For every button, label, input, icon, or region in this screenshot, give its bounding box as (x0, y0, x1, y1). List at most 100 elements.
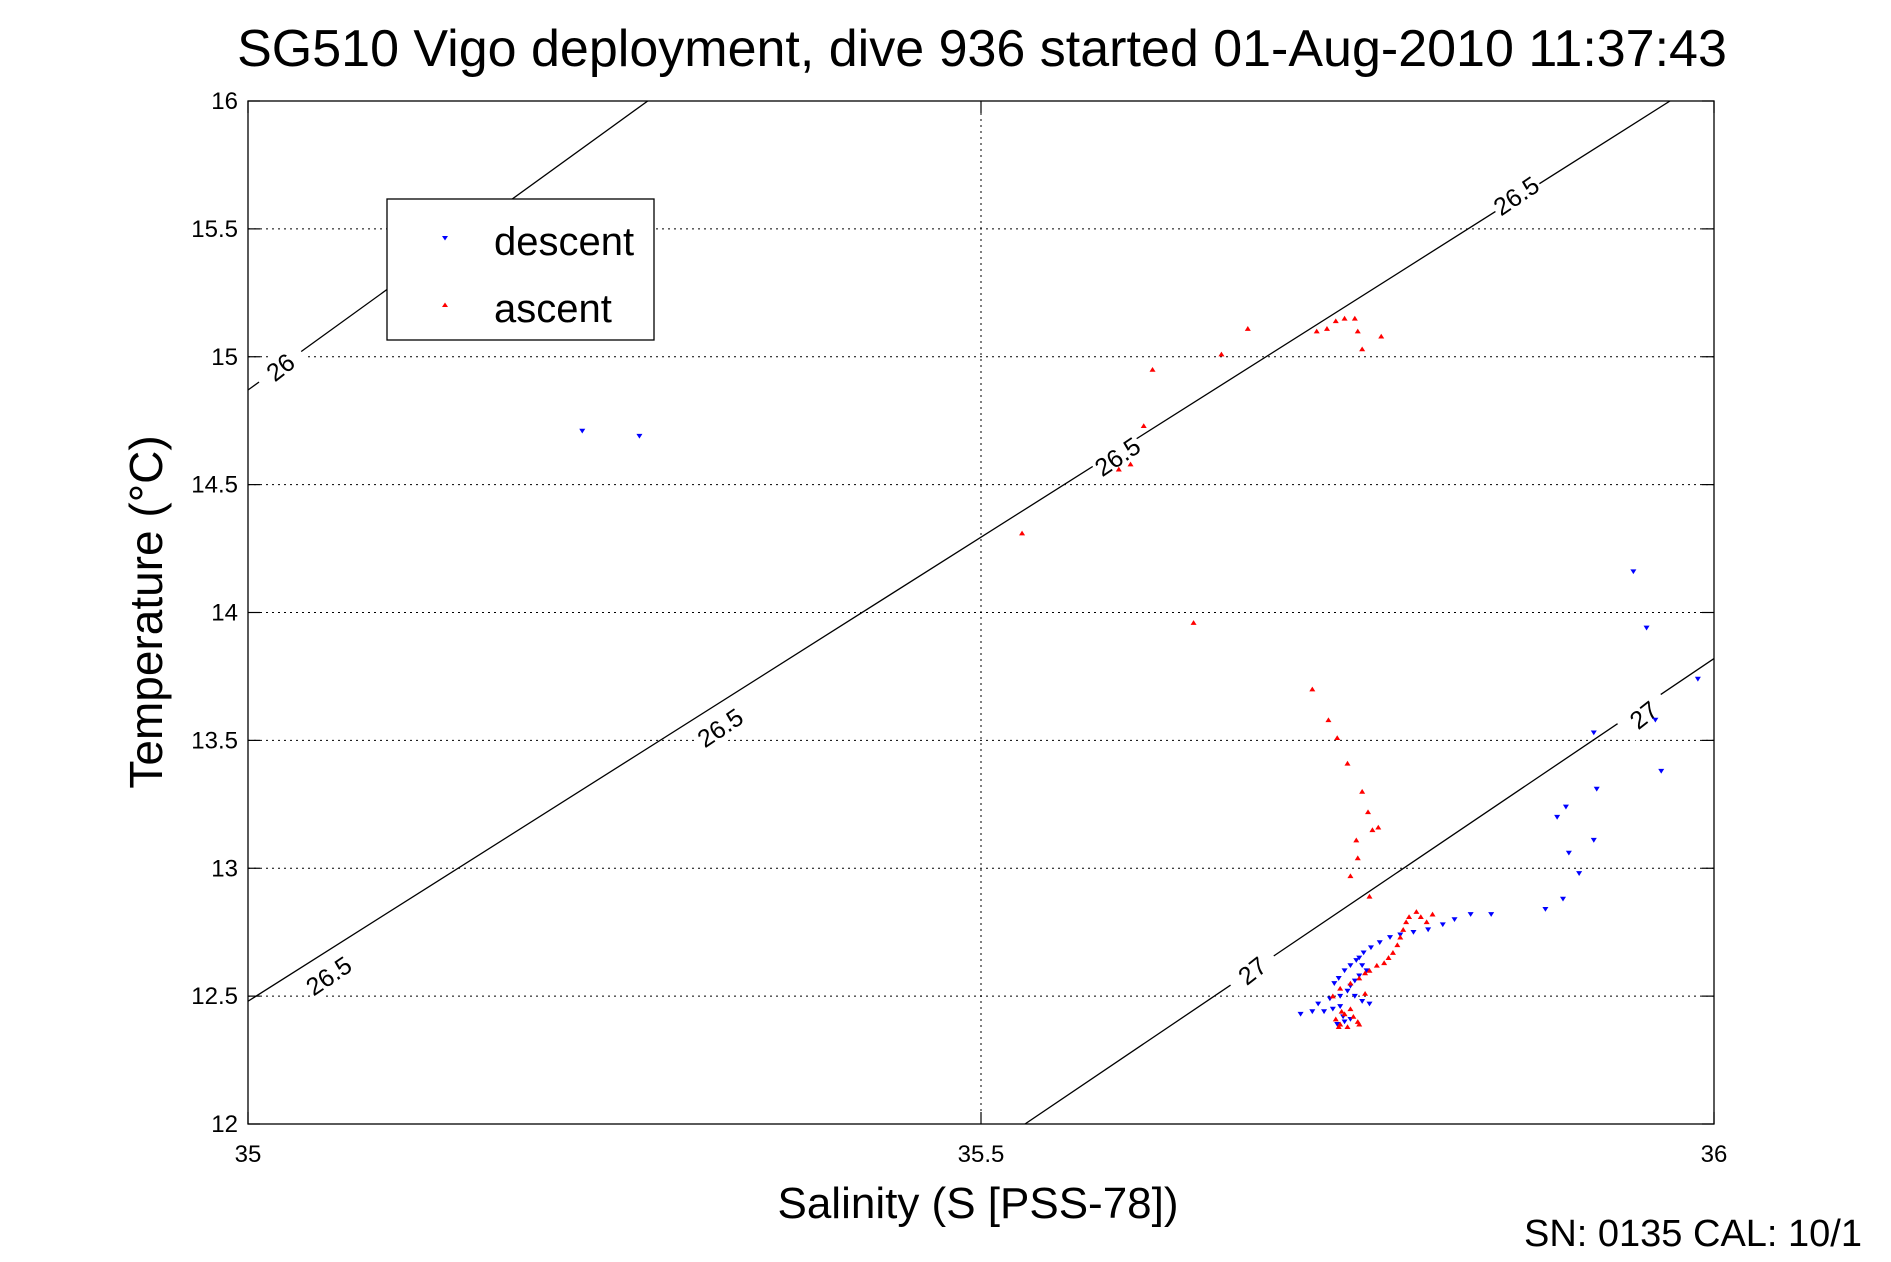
ascent-point (1406, 914, 1413, 920)
descent-point (1353, 958, 1360, 963)
isopycnal-label-gap (298, 948, 359, 1003)
ascent-point (1344, 1024, 1351, 1030)
descent-point (1315, 1001, 1322, 1007)
descent-point (1554, 814, 1561, 820)
ascent-point (1429, 911, 1436, 917)
y-tick-label: 16 (211, 88, 238, 115)
descent-point (1590, 837, 1597, 843)
legend-descent-marker (442, 236, 448, 241)
legend-ascent-marker (442, 302, 448, 307)
ascent-point (1362, 970, 1369, 976)
ascent-point (1366, 967, 1373, 973)
descent-point (1359, 963, 1366, 969)
ascent-point (1140, 423, 1147, 429)
ascent-point (1354, 328, 1361, 334)
descent-point (1356, 955, 1363, 961)
ascent-point (1353, 837, 1360, 843)
descent-point (1351, 978, 1358, 984)
isopycnal-line (1024, 657, 1714, 1124)
ascent-point (1325, 717, 1332, 723)
ascent-point (1413, 909, 1420, 914)
ascent-point (1362, 990, 1369, 996)
ascent-point (1381, 960, 1388, 966)
x-tick-label: 35 (235, 1141, 262, 1168)
ascent-point (1344, 760, 1351, 766)
ascent-point (1127, 461, 1134, 467)
ascent-point (1218, 351, 1225, 357)
ascent-point (1347, 873, 1354, 879)
isopycnal-label: 26 (666, 67, 705, 106)
descent-point (1351, 993, 1358, 999)
descent-point (1410, 929, 1417, 935)
descent-point (1439, 922, 1446, 928)
descent-point (1347, 963, 1354, 969)
descent-point (1593, 786, 1600, 792)
isopycnal-label: 26.5 (301, 951, 357, 1001)
ascent-point (1309, 686, 1316, 692)
y-tick-label: 13.5 (191, 727, 238, 754)
descent-point (1652, 717, 1659, 723)
descent-point (1694, 676, 1701, 682)
ascent-point (1337, 985, 1344, 991)
y-tick-label: 15 (211, 344, 238, 371)
ascent-point (1369, 827, 1376, 833)
legend-ascent-label: ascent (494, 287, 612, 331)
y-tick-label: 12 (211, 1111, 238, 1138)
descent-point (1387, 935, 1394, 940)
descent-point (1560, 896, 1567, 902)
descent-point (1451, 917, 1458, 922)
descent-point (1341, 968, 1348, 974)
data-points (579, 315, 1701, 1030)
ascent-point (1373, 962, 1380, 968)
isopycnal-label-gap (690, 700, 750, 755)
descent-point (1590, 730, 1597, 736)
ascent-point (1423, 919, 1430, 925)
descent-point (1576, 871, 1583, 876)
ascent-point (1329, 993, 1336, 999)
isopycnal-label: 26.5 (693, 703, 749, 753)
ascent-point (1323, 326, 1330, 331)
descent-point (1329, 1006, 1336, 1012)
descent-point (1643, 625, 1650, 631)
ascent-point (1417, 914, 1424, 920)
legend-box (386, 198, 655, 341)
descent-point (1542, 906, 1549, 912)
ascent-point (1244, 326, 1251, 331)
isopycnal-line (248, 101, 1671, 1002)
descent-point (1337, 1004, 1344, 1009)
descent-point (1335, 976, 1342, 981)
descent-point (1359, 999, 1366, 1004)
ascent-point (1375, 824, 1382, 830)
isopycnal-label-gap (1087, 429, 1148, 484)
isopycnal-label-gap (1486, 168, 1547, 223)
serial-calibration-note: SN: 0135 CAL: 10/1 (1524, 1213, 1862, 1255)
ascent-point (1347, 1006, 1354, 1012)
descent-point (1367, 945, 1374, 951)
ascent-point (1403, 919, 1410, 925)
y-tick-label: 14.5 (191, 472, 238, 499)
ascent-point (1385, 955, 1392, 960)
ascent-point (1313, 328, 1320, 334)
descent-point (1630, 569, 1637, 575)
ascent-point (1350, 1013, 1357, 1019)
grid (248, 101, 1714, 1124)
ascent-point (1356, 1021, 1363, 1027)
descent-point (1376, 940, 1383, 946)
descent-point (1309, 1009, 1316, 1015)
x-axis-label: Salinity (S [PSS-78]) (777, 1179, 1178, 1228)
descent-point (1562, 804, 1569, 810)
descent-point (579, 428, 586, 434)
ascent-point (1332, 1016, 1339, 1022)
descent-point (1658, 768, 1665, 774)
descent-point (1360, 950, 1367, 956)
descent-point (1337, 993, 1344, 999)
y-tick-label: 12.5 (191, 983, 238, 1010)
isopycnal-label: 26.5 (1090, 432, 1146, 482)
ascent-point (1356, 975, 1363, 981)
descent-point (1334, 1022, 1341, 1027)
isopycnal-label-gap (250, 339, 310, 395)
ascent-point (1351, 315, 1358, 321)
ascent-point (1115, 466, 1122, 472)
axis-ticks: 35 35.5 36 12 12.5 13 13.5 14 14.5 15 15.5 16 (191, 88, 1727, 1168)
